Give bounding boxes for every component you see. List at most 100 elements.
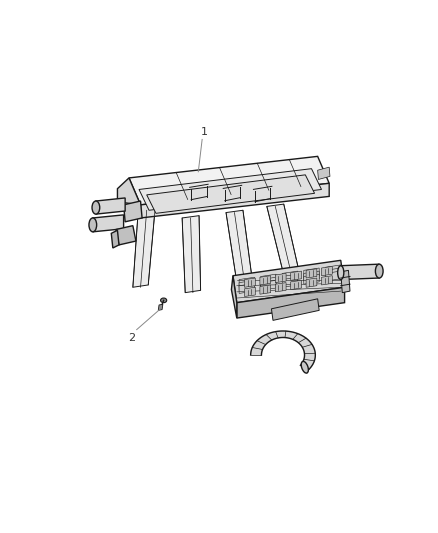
Polygon shape xyxy=(274,332,278,338)
Polygon shape xyxy=(239,280,254,290)
Polygon shape xyxy=(304,355,315,356)
Polygon shape xyxy=(280,331,282,337)
Polygon shape xyxy=(304,353,315,355)
Polygon shape xyxy=(278,331,281,338)
Polygon shape xyxy=(325,268,341,278)
Ellipse shape xyxy=(301,361,308,373)
Polygon shape xyxy=(117,178,141,205)
Polygon shape xyxy=(321,276,332,285)
Polygon shape xyxy=(341,270,350,293)
Ellipse shape xyxy=(161,298,167,303)
Polygon shape xyxy=(270,333,276,339)
Text: 1: 1 xyxy=(201,127,208,137)
Polygon shape xyxy=(288,332,292,338)
Polygon shape xyxy=(289,332,294,338)
Polygon shape xyxy=(265,335,272,341)
Polygon shape xyxy=(139,168,321,210)
Polygon shape xyxy=(300,365,310,369)
Polygon shape xyxy=(300,341,310,345)
Polygon shape xyxy=(261,336,269,342)
Polygon shape xyxy=(304,271,319,281)
Polygon shape xyxy=(261,274,276,284)
Polygon shape xyxy=(341,264,379,280)
Polygon shape xyxy=(233,260,345,303)
Polygon shape xyxy=(291,280,301,289)
Polygon shape xyxy=(261,277,276,287)
Polygon shape xyxy=(301,342,311,346)
Polygon shape xyxy=(304,356,315,358)
Polygon shape xyxy=(268,333,274,340)
Polygon shape xyxy=(251,352,261,354)
Polygon shape xyxy=(297,337,306,343)
Polygon shape xyxy=(318,167,330,180)
Polygon shape xyxy=(285,331,288,338)
Polygon shape xyxy=(304,347,314,350)
Polygon shape xyxy=(321,266,332,276)
Polygon shape xyxy=(272,332,277,338)
Polygon shape xyxy=(260,276,271,285)
Polygon shape xyxy=(286,332,290,338)
Polygon shape xyxy=(226,210,253,287)
Text: 2: 2 xyxy=(128,334,135,343)
Polygon shape xyxy=(282,271,298,281)
Polygon shape xyxy=(251,353,261,355)
Polygon shape xyxy=(124,201,142,222)
Polygon shape xyxy=(244,287,255,296)
Ellipse shape xyxy=(338,265,344,280)
Polygon shape xyxy=(260,285,271,294)
Polygon shape xyxy=(301,364,311,368)
Polygon shape xyxy=(306,278,317,287)
Polygon shape xyxy=(158,304,163,310)
Polygon shape xyxy=(298,338,307,344)
Polygon shape xyxy=(266,334,273,340)
Polygon shape xyxy=(276,273,286,282)
Polygon shape xyxy=(304,350,315,353)
Polygon shape xyxy=(252,346,263,350)
Polygon shape xyxy=(325,271,341,281)
Polygon shape xyxy=(293,334,300,340)
Polygon shape xyxy=(244,278,255,287)
Polygon shape xyxy=(239,277,254,287)
Polygon shape xyxy=(304,268,319,278)
Polygon shape xyxy=(254,343,264,348)
Polygon shape xyxy=(116,225,136,245)
Polygon shape xyxy=(303,346,314,349)
Polygon shape xyxy=(304,357,315,359)
Ellipse shape xyxy=(375,264,383,278)
Polygon shape xyxy=(302,344,313,348)
Polygon shape xyxy=(304,359,314,362)
Polygon shape xyxy=(272,299,319,320)
Polygon shape xyxy=(133,208,155,287)
Ellipse shape xyxy=(92,201,100,214)
Polygon shape xyxy=(237,287,345,318)
Polygon shape xyxy=(182,216,201,293)
Polygon shape xyxy=(251,350,262,353)
Polygon shape xyxy=(251,349,262,352)
Polygon shape xyxy=(147,175,314,213)
Polygon shape xyxy=(302,362,312,367)
Polygon shape xyxy=(304,274,319,284)
Polygon shape xyxy=(263,335,271,341)
Polygon shape xyxy=(253,345,264,349)
Polygon shape xyxy=(303,361,313,365)
Polygon shape xyxy=(283,331,286,337)
Polygon shape xyxy=(255,342,265,346)
Polygon shape xyxy=(256,341,266,345)
Polygon shape xyxy=(258,338,268,344)
Polygon shape xyxy=(93,215,124,232)
Polygon shape xyxy=(302,343,312,348)
Polygon shape xyxy=(282,331,284,337)
Polygon shape xyxy=(239,284,254,294)
Polygon shape xyxy=(111,230,119,248)
Polygon shape xyxy=(141,183,329,218)
Polygon shape xyxy=(291,271,301,280)
Polygon shape xyxy=(297,336,304,342)
Polygon shape xyxy=(282,277,298,287)
Polygon shape xyxy=(96,198,125,214)
Polygon shape xyxy=(306,269,317,278)
Polygon shape xyxy=(295,335,303,341)
Polygon shape xyxy=(276,282,286,292)
Polygon shape xyxy=(261,280,276,290)
Polygon shape xyxy=(231,276,237,318)
Polygon shape xyxy=(304,358,315,361)
